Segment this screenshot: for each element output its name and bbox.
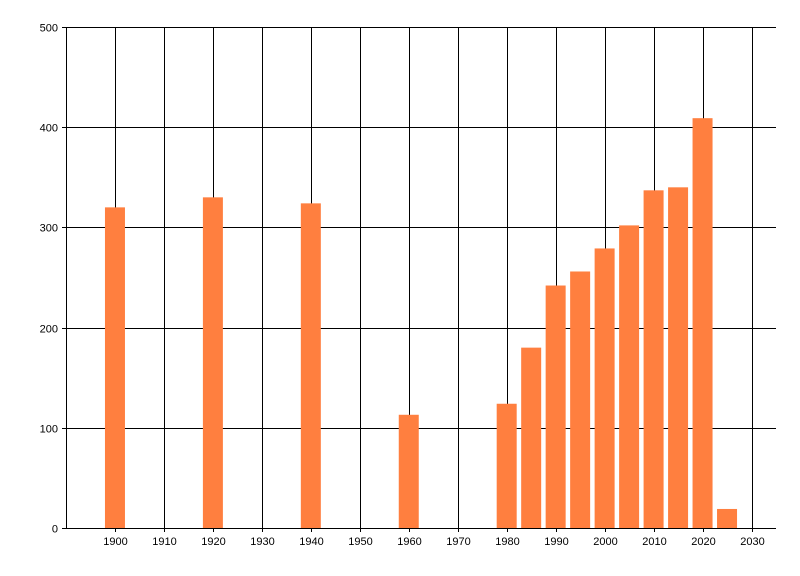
bar (398, 414, 419, 528)
x-tick-label: 1900 (103, 536, 127, 548)
bar (692, 118, 713, 528)
bar (521, 347, 542, 528)
bar (300, 203, 321, 529)
x-tick-label: 2030 (740, 536, 764, 548)
tick-labels: 0 100 200 300 400 500 1900 1910 1920 1930 1940 1950… (40, 23, 765, 549)
x-tick-label: 2000 (593, 536, 617, 548)
x-tick-label: 1950 (348, 536, 372, 548)
bar (619, 225, 640, 528)
y-tick-label: 100 (40, 424, 58, 436)
bar (594, 248, 615, 528)
x-tick-label: 1960 (397, 536, 421, 548)
x-tick-label: 1910 (152, 536, 176, 548)
bar (104, 207, 125, 529)
bar (202, 197, 223, 528)
y-tick-label: 300 (40, 223, 58, 235)
bars (104, 118, 738, 529)
bar (717, 508, 738, 528)
bar (570, 271, 591, 528)
x-tick-label: 1990 (544, 536, 568, 548)
bar (668, 187, 689, 528)
bar (643, 190, 664, 529)
x-tick-label: 2010 (642, 536, 666, 548)
y-tick-label: 0 (52, 524, 58, 536)
bar (496, 403, 517, 528)
x-tick-label: 1970 (446, 536, 470, 548)
axes (62, 27, 776, 532)
y-tick-label: 500 (40, 23, 58, 35)
x-tick-label: 1920 (201, 536, 225, 548)
y-tick-label: 200 (40, 324, 58, 336)
x-tick-label: 2020 (691, 536, 715, 548)
x-tick-label: 1980 (495, 536, 519, 548)
x-tick-label: 1930 (250, 536, 274, 548)
bar (545, 285, 566, 528)
x-tick-label: 1940 (299, 536, 323, 548)
y-tick-label: 400 (40, 123, 58, 135)
